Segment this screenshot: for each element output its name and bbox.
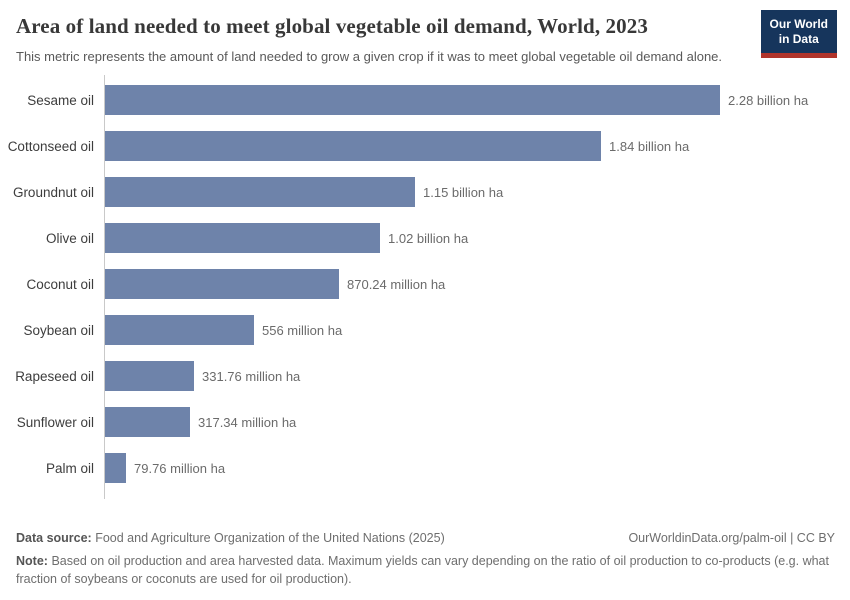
datasource-text: Data source: Food and Agriculture Organi… bbox=[16, 531, 445, 545]
category-label-groundnut-oil: Groundnut oil bbox=[12, 184, 94, 200]
bar-track: 556 million ha bbox=[104, 315, 850, 346]
bar-row: Rapeseed oil 331.76 million ha bbox=[0, 353, 850, 399]
chart-subtitle: This metric represents the amount of lan… bbox=[16, 49, 723, 64]
bar-cottonseed-oil[interactable] bbox=[104, 131, 601, 162]
category-label-coconut-oil: Coconut oil bbox=[26, 276, 94, 292]
datasource-row: Data source: Food and Agriculture Organi… bbox=[16, 531, 835, 545]
bar-sesame-oil[interactable] bbox=[104, 85, 720, 116]
value-label-palm-oil: 79.76 million ha bbox=[134, 460, 226, 476]
bar-track: 79.76 million ha bbox=[104, 453, 850, 484]
bar-row: Olive oil 1.02 billion ha bbox=[0, 215, 850, 261]
bar-olive-oil[interactable] bbox=[104, 223, 380, 254]
bar-row: Groundnut oil 1.15 billion ha bbox=[0, 169, 850, 215]
category-label-cottonseed-oil: Cottonseed oil bbox=[7, 138, 94, 154]
category-label-olive-oil: Olive oil bbox=[45, 230, 94, 246]
chart-title: Area of land needed to meet global veget… bbox=[16, 14, 648, 38]
value-label-rapeseed-oil: 331.76 million ha bbox=[202, 368, 301, 384]
bar-track: 1.84 billion ha bbox=[104, 131, 850, 162]
bar-row: Coconut oil 870.24 million ha bbox=[0, 261, 850, 307]
bar-soybean-oil[interactable] bbox=[104, 315, 254, 346]
bar-track: 331.76 million ha bbox=[104, 361, 850, 392]
datasource-value: Food and Agriculture Organization of the… bbox=[95, 530, 445, 545]
bar-groundnut-oil[interactable] bbox=[104, 177, 415, 208]
bar-row: Sesame oil 2.28 billion ha bbox=[0, 77, 850, 123]
value-label-soybean-oil: 556 million ha bbox=[262, 322, 343, 338]
bar-row: Soybean oil 556 million ha bbox=[0, 307, 850, 353]
bar-track: 317.34 million ha bbox=[104, 407, 850, 438]
bar-sunflower-oil[interactable] bbox=[104, 407, 190, 438]
owid-cc-link[interactable]: OurWorldinData.org/palm-oil | CC BY bbox=[628, 530, 835, 545]
category-label-sunflower-oil: Sunflower oil bbox=[16, 414, 94, 430]
bar-row: Sunflower oil 317.34 million ha bbox=[0, 399, 850, 445]
category-label-rapeseed-oil: Rapeseed oil bbox=[15, 368, 94, 384]
chart-footer: Data source: Food and Agriculture Organi… bbox=[16, 531, 835, 590]
datasource-label: Data source: bbox=[16, 530, 92, 545]
bar-coconut-oil[interactable] bbox=[104, 269, 339, 300]
bar-track: 1.15 billion ha bbox=[104, 177, 850, 208]
value-label-sesame-oil: 2.28 billion ha bbox=[728, 92, 809, 108]
bar-palm-oil[interactable] bbox=[104, 453, 126, 484]
note-text: Note: Based on oil production and area h… bbox=[16, 552, 835, 590]
category-label-palm-oil: Palm oil bbox=[45, 460, 94, 476]
value-label-cottonseed-oil: 1.84 billion ha bbox=[609, 138, 690, 154]
category-label-sesame-oil: Sesame oil bbox=[27, 92, 94, 108]
owid-logo-line1: Our World bbox=[769, 17, 828, 31]
value-label-groundnut-oil: 1.15 billion ha bbox=[423, 184, 504, 200]
category-label-soybean-oil: Soybean oil bbox=[23, 322, 94, 338]
bar-row: Cottonseed oil 1.84 billion ha bbox=[0, 123, 850, 169]
value-label-olive-oil: 1.02 billion ha bbox=[388, 230, 469, 246]
note-value: Based on oil production and area harvest… bbox=[16, 553, 829, 587]
bar-track: 870.24 million ha bbox=[104, 269, 850, 300]
bar-rapeseed-oil[interactable] bbox=[104, 361, 194, 392]
y-axis-line bbox=[104, 75, 105, 500]
bar-track: 2.28 billion ha bbox=[104, 85, 850, 116]
note-label: Note: bbox=[16, 553, 48, 568]
value-label-sunflower-oil: 317.34 million ha bbox=[198, 414, 297, 430]
bar-chart: Sesame oil 2.28 billion ha Cottonseed oil 1… bbox=[0, 75, 850, 500]
bar-track: 1.02 billion ha bbox=[104, 223, 850, 254]
owid-logo[interactable]: Our World in Data bbox=[760, 10, 837, 58]
bar-row: Palm oil 79.76 million ha bbox=[0, 445, 850, 491]
owid-logo-line2: in Data bbox=[778, 32, 819, 47]
value-label-coconut-oil: 870.24 million ha bbox=[347, 276, 446, 292]
chart-header: Area of land needed to meet global veget… bbox=[0, 0, 850, 67]
